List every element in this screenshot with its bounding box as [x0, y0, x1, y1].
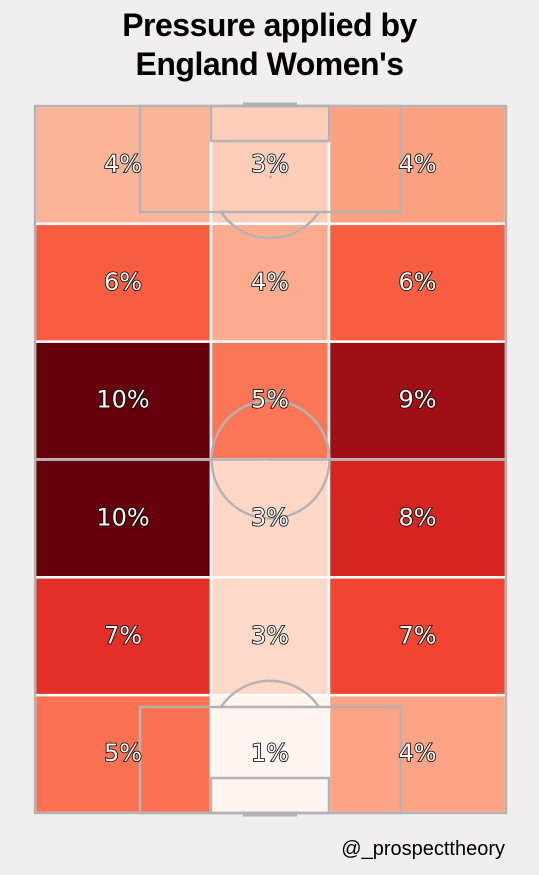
- heatmap-label-r3-right: 9%: [398, 386, 436, 414]
- heatmap-label-r2-centre: 4%: [251, 268, 289, 296]
- heatmap-cell-r4-right: [327, 458, 508, 579]
- chart-title-line-1: Pressure applied by: [122, 7, 417, 43]
- pitch-markings: [33, 102, 508, 817]
- heatmap-label-r4-right: 8%: [398, 503, 436, 531]
- heatmap-label-r1-centre: 3%: [251, 150, 289, 178]
- chart-title: Pressure applied by England Women's: [0, 6, 539, 84]
- heatmap-cell-r5-centre: [209, 576, 331, 697]
- heatmap-label-r5-right: 7%: [398, 621, 436, 649]
- chart-title-line-2: England Women's: [135, 46, 404, 82]
- heatmap-cell-r2-left: [33, 222, 213, 343]
- bottom-penalty-arc: [219, 679, 321, 708]
- heatmap-label-r5-centre: 3%: [251, 621, 289, 649]
- top-penalty-spot: [269, 175, 272, 179]
- heatmap-cell-r5-left: [33, 576, 213, 697]
- heatmap-label-r6-left: 5%: [104, 739, 142, 767]
- heatmap-cell-r6-right: [327, 693, 508, 815]
- heatmap-label-r5-left: 7%: [104, 621, 142, 649]
- heatmap-label-r1-left: 4%: [104, 150, 142, 178]
- heatmap-label-r2-left: 6%: [104, 268, 142, 296]
- heatmap-cell-r4-left: [33, 458, 213, 579]
- heatmap-cell-r2-right: [327, 222, 508, 343]
- heatmap-label-r2-right: 6%: [398, 268, 436, 296]
- heatmap-label-r4-left: 10%: [96, 503, 149, 531]
- heatmap-labels: 4% 3% 4% 6% 4% 6% 10% 5% 9% 10% 3% 8% 7% 3% 7% 5% 1% 4%: [96, 149, 438, 768]
- centre-spot: [269, 458, 272, 461]
- heatmap-cell-r6-centre: [209, 693, 331, 815]
- heatmap-label-r4-centre: 3%: [251, 503, 289, 531]
- heatmap-label-r3-centre: 5%: [251, 386, 289, 414]
- heatmap-cell-r2-centre: [209, 222, 331, 343]
- heatmap-label-r3-left: 10%: [96, 386, 149, 414]
- heatmap-label-r1-right: 4%: [398, 150, 436, 178]
- centre-circle: [210, 399, 331, 520]
- heatmap-label-r6-right: 4%: [398, 739, 436, 767]
- credit-handle: @_prospecttheory: [341, 838, 505, 860]
- heatmap-cell-r3-left: [33, 340, 213, 461]
- heatmap-label-r6-centre: 1%: [251, 739, 289, 767]
- top-penalty-arc: [219, 211, 321, 240]
